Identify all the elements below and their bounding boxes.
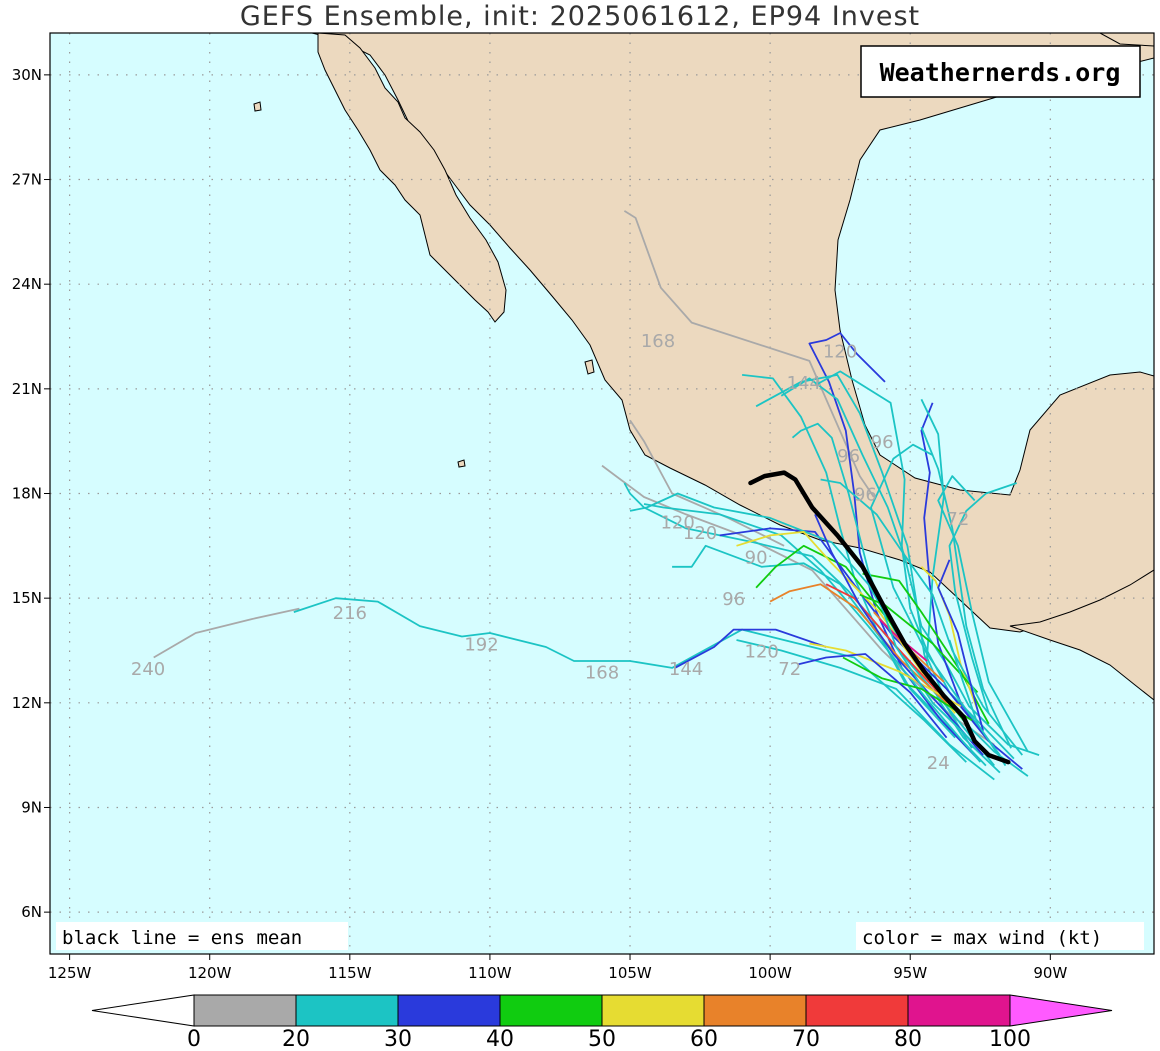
forecast-hour-label: 90: [745, 547, 768, 568]
land-central-america: [1009, 569, 1154, 701]
axis-ticks: 125W 120W 115W 110W 105W 100W 95W 90W 30N 27N 24N 2…: [12, 66, 1068, 982]
ensemble-track: [643, 503, 981, 763]
land-baja-california: [317, 33, 507, 323]
colorbar-label: 70: [792, 1027, 820, 1051]
lon-tick-label: 105W: [608, 964, 652, 982]
lon-tick-label: 110W: [468, 964, 512, 982]
ensemble-track: [791, 422, 973, 742]
colorbar-segment: [397, 994, 501, 1027]
lon-tick-label: 120W: [188, 964, 232, 982]
island: [457, 459, 466, 468]
lon-tick-label: 90W: [1033, 964, 1067, 982]
colorbar-label: 60: [690, 1027, 718, 1051]
lat-tick-label: 18N: [12, 485, 42, 503]
ensemble-track: [719, 527, 990, 742]
colorbar-label: 80: [894, 1027, 922, 1051]
forecast-hour-label: 240: [131, 659, 165, 680]
ensemble-track: [948, 482, 1017, 714]
forecast-hour-label: 144: [669, 659, 703, 680]
island: [584, 359, 595, 375]
colorbar-segment: [295, 994, 399, 1027]
ensemble-track: [920, 426, 1012, 749]
forecast-hour-label: 96: [837, 446, 860, 467]
lat-tick-label: 21N: [12, 380, 42, 398]
colorbar-segment: [907, 994, 1011, 1027]
colorbar-label: 30: [384, 1027, 412, 1051]
forecast-hour-label: 120: [823, 341, 857, 362]
colorbar-segment: [805, 994, 909, 1027]
forecast-hour-label: 96: [871, 432, 894, 453]
ensemble-track: [741, 374, 987, 767]
forecast-hour-label: 120: [660, 512, 694, 533]
ensemble-track: [736, 531, 956, 714]
ensemble-track: [153, 607, 300, 659]
chart-title: GEFS Ensemble, init: 2025061612, EP94 In…: [239, 1, 921, 32]
forecast-hour-label: 144: [787, 373, 821, 394]
ensemble-track: [623, 210, 875, 498]
colorbar-label: 100: [989, 1027, 1031, 1051]
colorbar-high-arrow: [1009, 994, 1113, 1027]
ensemble-track: [814, 514, 984, 756]
colorbar-label: 20: [282, 1027, 310, 1051]
lat-tick-label: 12N: [12, 694, 42, 712]
watermark-box: Weathernerds.org: [860, 45, 1141, 98]
forecast-hour-label: 192: [464, 634, 498, 655]
lon-tick-label: 115W: [328, 964, 372, 982]
ensemble-track: [948, 639, 1007, 767]
colorbar: 0 20 30 40 50 60 70 80 100: [91, 994, 1113, 1051]
island: [253, 101, 262, 112]
gridlines: [50, 33, 1154, 954]
ensemble-track: [293, 597, 967, 763]
lon-tick-label: 95W: [893, 964, 927, 982]
forecast-hour-label: 216: [333, 603, 367, 624]
ensemble-track: [825, 583, 939, 694]
ensemble-track: [870, 443, 1001, 756]
ensemble-mean-track: [748, 470, 1011, 765]
ensemble-track: [623, 482, 996, 767]
forecast-hour-label: 24: [927, 753, 950, 774]
colorbar-segment: [499, 994, 603, 1027]
colorbar-segment: [193, 994, 297, 1027]
ensemble-track: [629, 419, 785, 547]
land-caribbean-island: [1099, 33, 1154, 47]
ensemble-track: [736, 639, 995, 781]
lat-tick-label: 24N: [12, 275, 42, 293]
forecast-hour-label: 96: [722, 589, 745, 610]
mean-track-line: [748, 470, 1011, 765]
lat-tick-label: 27N: [12, 171, 42, 189]
lon-tick-label: 125W: [48, 964, 92, 982]
mean-note: black line = ens mean: [62, 927, 302, 949]
ensemble-track: [859, 593, 979, 694]
forecast-hour-label: 168: [585, 662, 619, 683]
colorbar-segment: [703, 994, 807, 1027]
lat-tick-label: 30N: [12, 66, 42, 84]
ensemble-track: [797, 653, 948, 739]
watermark-text: Weathernerds.org: [880, 58, 1121, 87]
ensemble-track: [937, 559, 984, 731]
ensemble-track: [937, 475, 1029, 753]
ensemble-tracks: [153, 210, 1040, 781]
lon-tick-label: 100W: [748, 964, 792, 982]
ensemble-track: [878, 618, 928, 662]
ensemble-track: [920, 398, 1029, 777]
ensemble-track: [674, 628, 827, 669]
ensemble-track: [842, 656, 973, 722]
forecast-hour-label: 120: [745, 641, 779, 662]
lat-tick-label: 15N: [12, 589, 42, 607]
forecast-hour-labels: 168 1201449696967212012090961207214416819…: [131, 331, 969, 774]
colorbar-low-arrow: [91, 994, 195, 1027]
forecast-hour-label: 72: [946, 509, 969, 530]
forecast-hour-label: 120: [683, 523, 717, 544]
forecast-hour-label: 168: [641, 331, 675, 352]
lat-tick-label: 9N: [21, 798, 42, 816]
forecast-hour-label: 72: [778, 659, 801, 680]
colorbar-segment: [601, 994, 705, 1027]
forecast-hour-label: 96: [854, 484, 877, 505]
color-note: color = max wind (kt): [862, 927, 1102, 949]
colorbar-label: 40: [486, 1027, 514, 1051]
colorbar-label: 0: [187, 1027, 201, 1051]
lat-tick-label: 6N: [21, 903, 42, 921]
colorbar-label: 50: [588, 1027, 616, 1051]
